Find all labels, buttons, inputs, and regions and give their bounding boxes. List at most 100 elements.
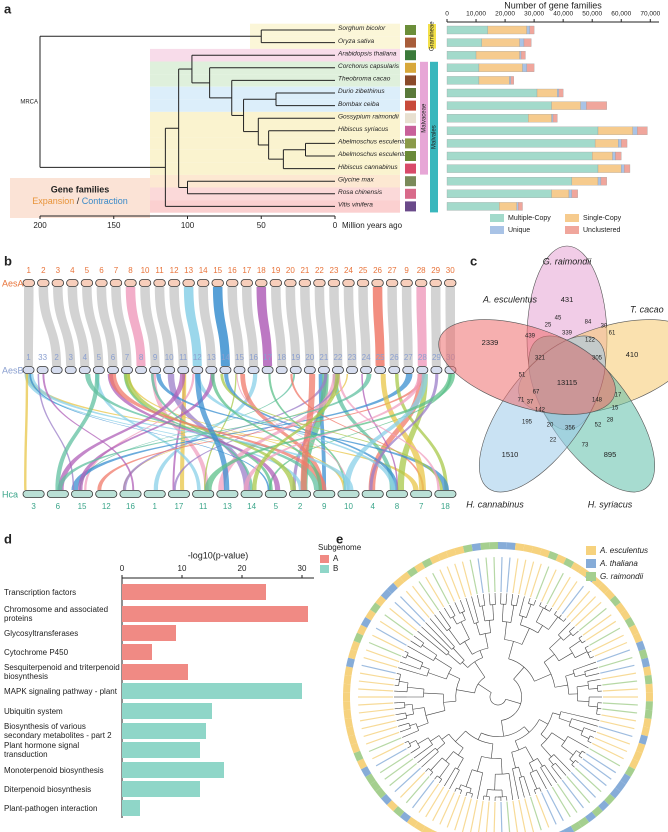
chromosome — [149, 366, 162, 374]
tree-branch — [465, 769, 473, 787]
tree-branch — [561, 745, 574, 756]
bar-segment — [551, 189, 570, 198]
tree-branch — [540, 744, 552, 758]
tree-branch — [439, 637, 452, 650]
legend-label: Unique — [508, 227, 530, 234]
tree-branch — [516, 599, 519, 606]
ring-segment — [645, 692, 653, 702]
synteny-ribbon — [96, 287, 118, 366]
synteny-ribbon — [24, 374, 419, 490]
chromosome-label: 29 — [432, 353, 441, 362]
tree-branch — [462, 662, 468, 668]
clade-label: Malvaceae — [422, 103, 428, 133]
tree-branch — [505, 597, 507, 605]
tree-branch — [451, 608, 456, 616]
tree-branch — [518, 777, 524, 794]
chromosome-label: 22 — [333, 353, 342, 362]
leaf-label-line — [365, 649, 400, 663]
chromosome-label: 9 — [153, 353, 158, 362]
synteny-ribbon — [210, 374, 323, 490]
y-tick-label: Transcription factors — [4, 587, 77, 597]
tree-branch — [563, 633, 572, 641]
bar — [122, 606, 308, 622]
chromosome — [226, 279, 239, 287]
leaf-label-line — [461, 561, 472, 596]
chromosome — [284, 279, 297, 287]
tree-branch — [583, 727, 593, 731]
legend-label: A. thaliana — [599, 559, 638, 568]
chromosome-label: 3 — [56, 266, 61, 275]
ring-segment — [429, 554, 441, 565]
tree-branch — [544, 764, 555, 780]
leaf-label-line — [561, 779, 584, 809]
leaf-label-line — [368, 641, 402, 657]
chromosome — [216, 490, 239, 498]
tree-branch — [500, 758, 503, 775]
tree-branch — [460, 621, 470, 640]
synteny-ribbon — [224, 374, 399, 490]
leaf-label-line — [384, 758, 414, 780]
ring-segment — [578, 816, 590, 828]
tree-branch — [491, 743, 494, 759]
synteny-ribbon — [358, 287, 371, 366]
synteny-ribbon — [180, 374, 187, 490]
tree-branch — [534, 790, 537, 795]
chromosome — [332, 366, 344, 374]
synteny-ribbon — [183, 287, 202, 366]
tree-branch — [551, 766, 560, 777]
synteny-ribbon — [300, 287, 315, 366]
tree-branch — [483, 597, 486, 606]
leaf-label-line — [405, 590, 430, 619]
ring-segment — [624, 616, 636, 628]
ring-segment — [563, 825, 575, 832]
venn-count: 321 — [535, 356, 546, 362]
tree-branch — [399, 730, 405, 733]
chromosome-label: 14 — [221, 353, 230, 362]
leaf-label-line — [551, 786, 571, 818]
ring-segment — [414, 562, 426, 573]
tree-branch — [486, 789, 488, 797]
tree-branch — [558, 776, 562, 780]
leaf-label-line — [598, 726, 633, 738]
synteny-ribbon — [82, 287, 104, 366]
ring-segment — [598, 582, 610, 594]
tree-branch — [536, 769, 545, 786]
chromosome — [255, 279, 268, 287]
ring-segment — [386, 800, 398, 812]
chromosome — [135, 366, 147, 374]
chromosome — [167, 490, 190, 498]
leaf-label-line — [363, 656, 398, 668]
bar-segment — [475, 51, 520, 60]
leaf-label-line — [578, 607, 607, 631]
leaf-label-line — [358, 702, 394, 706]
ring-segment — [353, 632, 364, 644]
chromosome-label: 19 — [271, 266, 280, 275]
panel-label: b — [4, 253, 12, 268]
chromosome-label: 9 — [322, 502, 327, 511]
chromosome — [264, 490, 287, 498]
tree-branch — [584, 668, 595, 672]
tree-branch — [510, 605, 515, 623]
tree-branch — [404, 650, 409, 654]
leaf-label-line — [477, 800, 484, 832]
ring-segment — [604, 793, 616, 806]
ring-segment — [386, 582, 398, 594]
bar-segment — [558, 88, 564, 98]
leaf-label-line — [506, 557, 511, 593]
leaf-label-line — [412, 779, 435, 809]
bar-segment — [580, 101, 587, 110]
bar-segment — [509, 76, 512, 85]
leaf-label-line — [418, 783, 440, 813]
leaf-label-line — [389, 607, 418, 631]
leaf-label-line — [493, 801, 496, 832]
leaf-label-line — [425, 576, 445, 608]
tree-branch — [576, 750, 581, 754]
ring-segment — [357, 758, 368, 770]
tree-branch — [404, 704, 413, 706]
chromosome — [121, 366, 133, 374]
species-label: Durio zibethinus — [338, 88, 385, 95]
tree-branch — [478, 683, 492, 693]
leaf-label-line — [602, 702, 638, 706]
venn-count: 22 — [550, 438, 557, 444]
tree-branch — [439, 779, 442, 784]
